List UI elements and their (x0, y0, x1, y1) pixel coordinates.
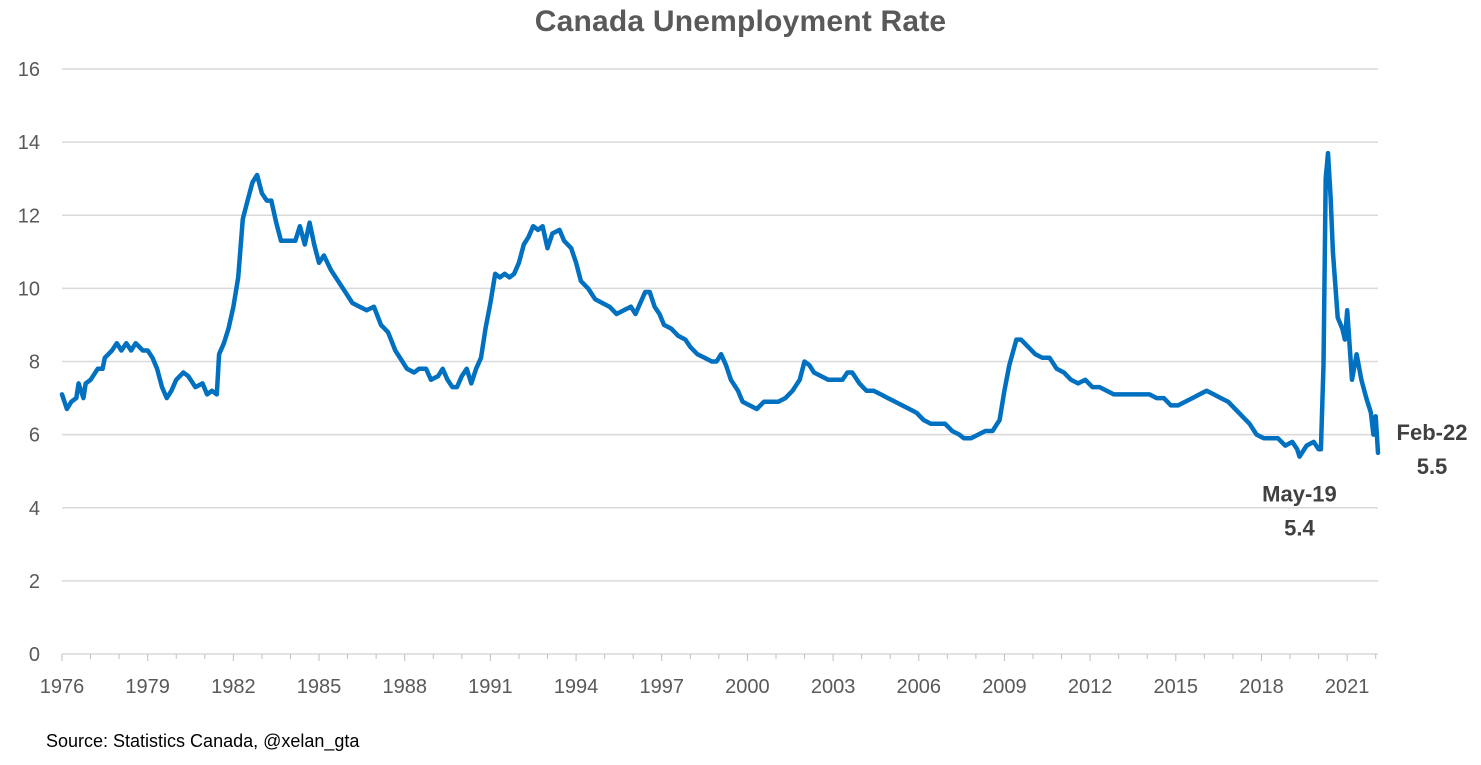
y-tick-label: 6 (29, 425, 40, 447)
gridlines (62, 68, 1378, 582)
x-tick-label: 1991 (468, 676, 513, 698)
x-tick-label: 2012 (1068, 676, 1113, 698)
x-axis: 1976 1979 1982 1985 1988 1991 1994 1997 2000 2003… (40, 653, 1378, 698)
annotations: May-19 5.4 Feb-22 5.5 (1262, 420, 1467, 541)
x-tick-label: 1988 (382, 676, 427, 698)
y-tick-label: 8 (29, 352, 40, 374)
annotation-value: 5.4 (1284, 516, 1315, 541)
x-tick-label: 1994 (554, 676, 599, 698)
series (59, 150, 1381, 459)
x-tick-label: 2021 (1325, 676, 1370, 698)
x-tick-label: 1979 (125, 676, 170, 698)
y-tick-label: 4 (29, 498, 40, 520)
x-tick-label: 1997 (639, 676, 684, 698)
chart-title: Canada Unemployment Rate (534, 5, 947, 38)
y-tick-label: 12 (18, 205, 40, 227)
y-tick-label: 2 (29, 571, 40, 593)
x-tick-label: 2009 (982, 676, 1027, 698)
x-tick-label: 1985 (297, 676, 342, 698)
annotation-value: 5.5 (1417, 454, 1448, 479)
annotation-label: May-19 (1262, 482, 1337, 507)
source-note: Source: Statistics Canada, @xelan_gta (46, 731, 360, 751)
x-tick-label: 2003 (811, 676, 856, 698)
x-tick-label: 2018 (1239, 676, 1284, 698)
y-tick-label: 0 (29, 644, 40, 666)
y-tick-label: 10 (18, 278, 40, 300)
y-tick-label: 14 (18, 132, 40, 154)
y-tick-label: 16 (18, 59, 40, 81)
x-tick-label: 2015 (1154, 676, 1199, 698)
unemployment-rate-line (59, 150, 1381, 459)
x-tick-label: 2000 (725, 676, 770, 698)
x-tick-label: 1976 (40, 676, 85, 698)
x-tick-label: 1982 (211, 676, 256, 698)
x-tick-label: 2006 (897, 676, 942, 698)
y-axis-tick-labels: 0 2 4 6 8 10 12 14 16 (18, 59, 40, 666)
annotation-label: Feb-22 (1397, 420, 1468, 445)
